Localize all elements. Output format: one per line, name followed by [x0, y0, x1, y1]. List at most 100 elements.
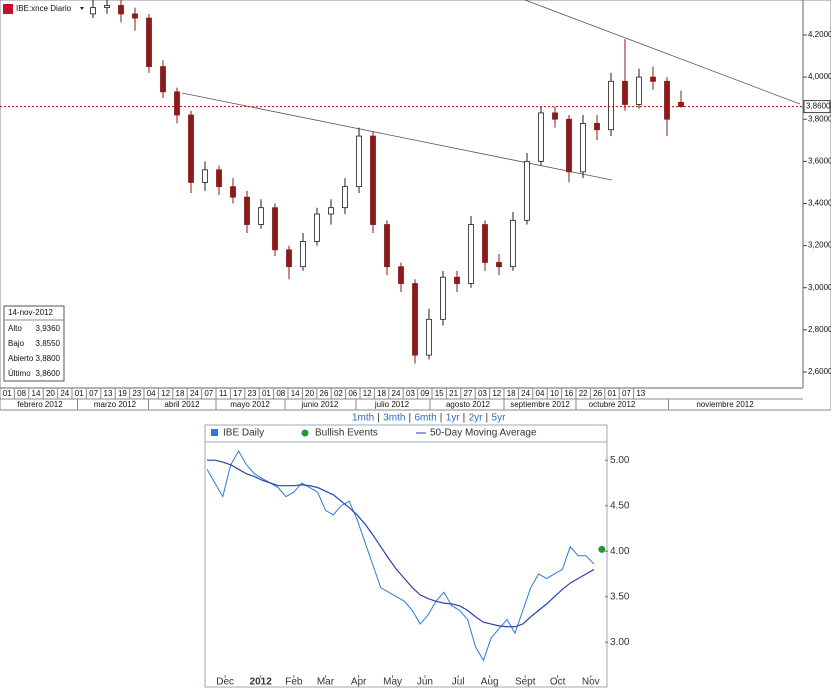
trend-line [181, 92, 613, 181]
candle-body [230, 186, 236, 198]
candle-body [132, 13, 138, 19]
last-price-label: 3,8600 [806, 102, 831, 111]
day-label: 24 [60, 389, 69, 398]
candle-body [384, 224, 390, 268]
day-label: 07 [89, 389, 98, 398]
info-key: Bajo [8, 339, 25, 348]
candle-body [370, 135, 376, 225]
range-link[interactable]: 5yr [492, 413, 507, 424]
day-label: 24 [392, 389, 401, 398]
dropdown-arrow[interactable] [80, 7, 84, 10]
month-label: septiembre 2012 [510, 400, 570, 409]
candle-body [566, 118, 572, 173]
day-label: 07 [204, 389, 213, 398]
day-label: 08 [17, 389, 26, 398]
candle-body [454, 276, 460, 284]
day-label: 01 [262, 389, 271, 398]
trend-line [524, 0, 801, 105]
candle-body [244, 196, 250, 225]
candle-body [552, 112, 558, 120]
candle-body [524, 160, 530, 221]
day-label: 20 [305, 389, 314, 398]
candle-body [286, 249, 292, 268]
x-tick-label: Oct [550, 677, 566, 688]
legend-swatch [211, 429, 218, 436]
x-tick-label: May [383, 677, 402, 688]
day-label: 20 [46, 389, 55, 398]
y-tick-label: 3,0000 [808, 283, 831, 292]
candle-body [622, 80, 628, 105]
day-label: 15 [435, 389, 444, 398]
y-tick-label: 4,0000 [808, 72, 831, 81]
candle-body [118, 5, 124, 15]
day-label: 04 [536, 389, 545, 398]
day-label: 23 [132, 389, 141, 398]
symbol-icon [3, 4, 13, 14]
candle-body [580, 123, 586, 173]
range-link[interactable]: 1mth [352, 413, 374, 424]
candle-body [398, 266, 404, 284]
day-label: 16 [564, 389, 573, 398]
day-label: 01 [608, 389, 617, 398]
y-tick-label: 3,8000 [808, 114, 831, 123]
month-label: agosto 2012 [446, 400, 491, 409]
day-label: 24 [190, 389, 199, 398]
candle-body [468, 224, 474, 284]
info-value: 3,8600 [36, 369, 61, 378]
candle-body [216, 169, 222, 188]
link-separator: | [408, 413, 411, 424]
month-label: abril 2012 [164, 400, 200, 409]
day-label: 27 [464, 389, 473, 398]
candle-body [608, 80, 614, 131]
y-tick-label: 3.00 [610, 637, 630, 648]
legend-label: IBE Daily [223, 428, 264, 439]
info-key: Último [8, 369, 31, 378]
x-tick-label: Aug [481, 677, 499, 688]
day-label: 26 [593, 389, 602, 398]
day-label: 26 [320, 389, 329, 398]
link-separator: | [440, 413, 443, 424]
range-link[interactable]: 3mth [383, 413, 405, 424]
range-link[interactable]: 6mth [414, 413, 436, 424]
y-tick-label: 3,2000 [808, 241, 831, 250]
candle-body [272, 207, 278, 251]
day-label: 08 [276, 389, 285, 398]
candle-body [202, 169, 208, 183]
day-label: 14 [32, 389, 41, 398]
day-label: 18 [176, 389, 185, 398]
info-value: 3,9360 [36, 324, 61, 333]
day-label: 11 [219, 389, 228, 398]
x-tick-label: Jun [417, 677, 433, 688]
chart-title[interactable]: IBE:xnce Diario [16, 4, 72, 13]
x-tick-label: Dec [216, 677, 234, 688]
candle-body [146, 17, 152, 67]
candle-body [160, 66, 166, 93]
candle-body [314, 213, 320, 242]
month-label: julio 2012 [374, 400, 410, 409]
range-link[interactable]: 2yr [469, 413, 484, 424]
range-link[interactable]: 1yr [446, 413, 461, 424]
day-label: 14 [291, 389, 300, 398]
day-label: 21 [449, 389, 458, 398]
day-label: 06 [348, 389, 357, 398]
day-label: 24 [521, 389, 530, 398]
day-label: 07 [622, 389, 631, 398]
link-separator: | [486, 413, 489, 424]
y-tick-label: 4.50 [610, 500, 630, 511]
candle-body [90, 7, 96, 15]
y-tick-label: 5.00 [610, 455, 630, 466]
legend-label: Bullish Events [315, 428, 378, 439]
y-tick-label: 3.50 [610, 591, 630, 602]
day-label: 22 [579, 389, 588, 398]
x-tick-label: Jul [452, 677, 465, 688]
candle-body [188, 114, 194, 183]
month-label: febrero 2012 [17, 400, 63, 409]
link-separator: | [377, 413, 380, 424]
day-label: 02 [334, 389, 343, 398]
info-date: 14-nov-2012 [8, 308, 53, 317]
day-label: 04 [147, 389, 156, 398]
candle-body [496, 262, 502, 268]
candle-body [538, 112, 544, 162]
candle-body [664, 80, 670, 120]
